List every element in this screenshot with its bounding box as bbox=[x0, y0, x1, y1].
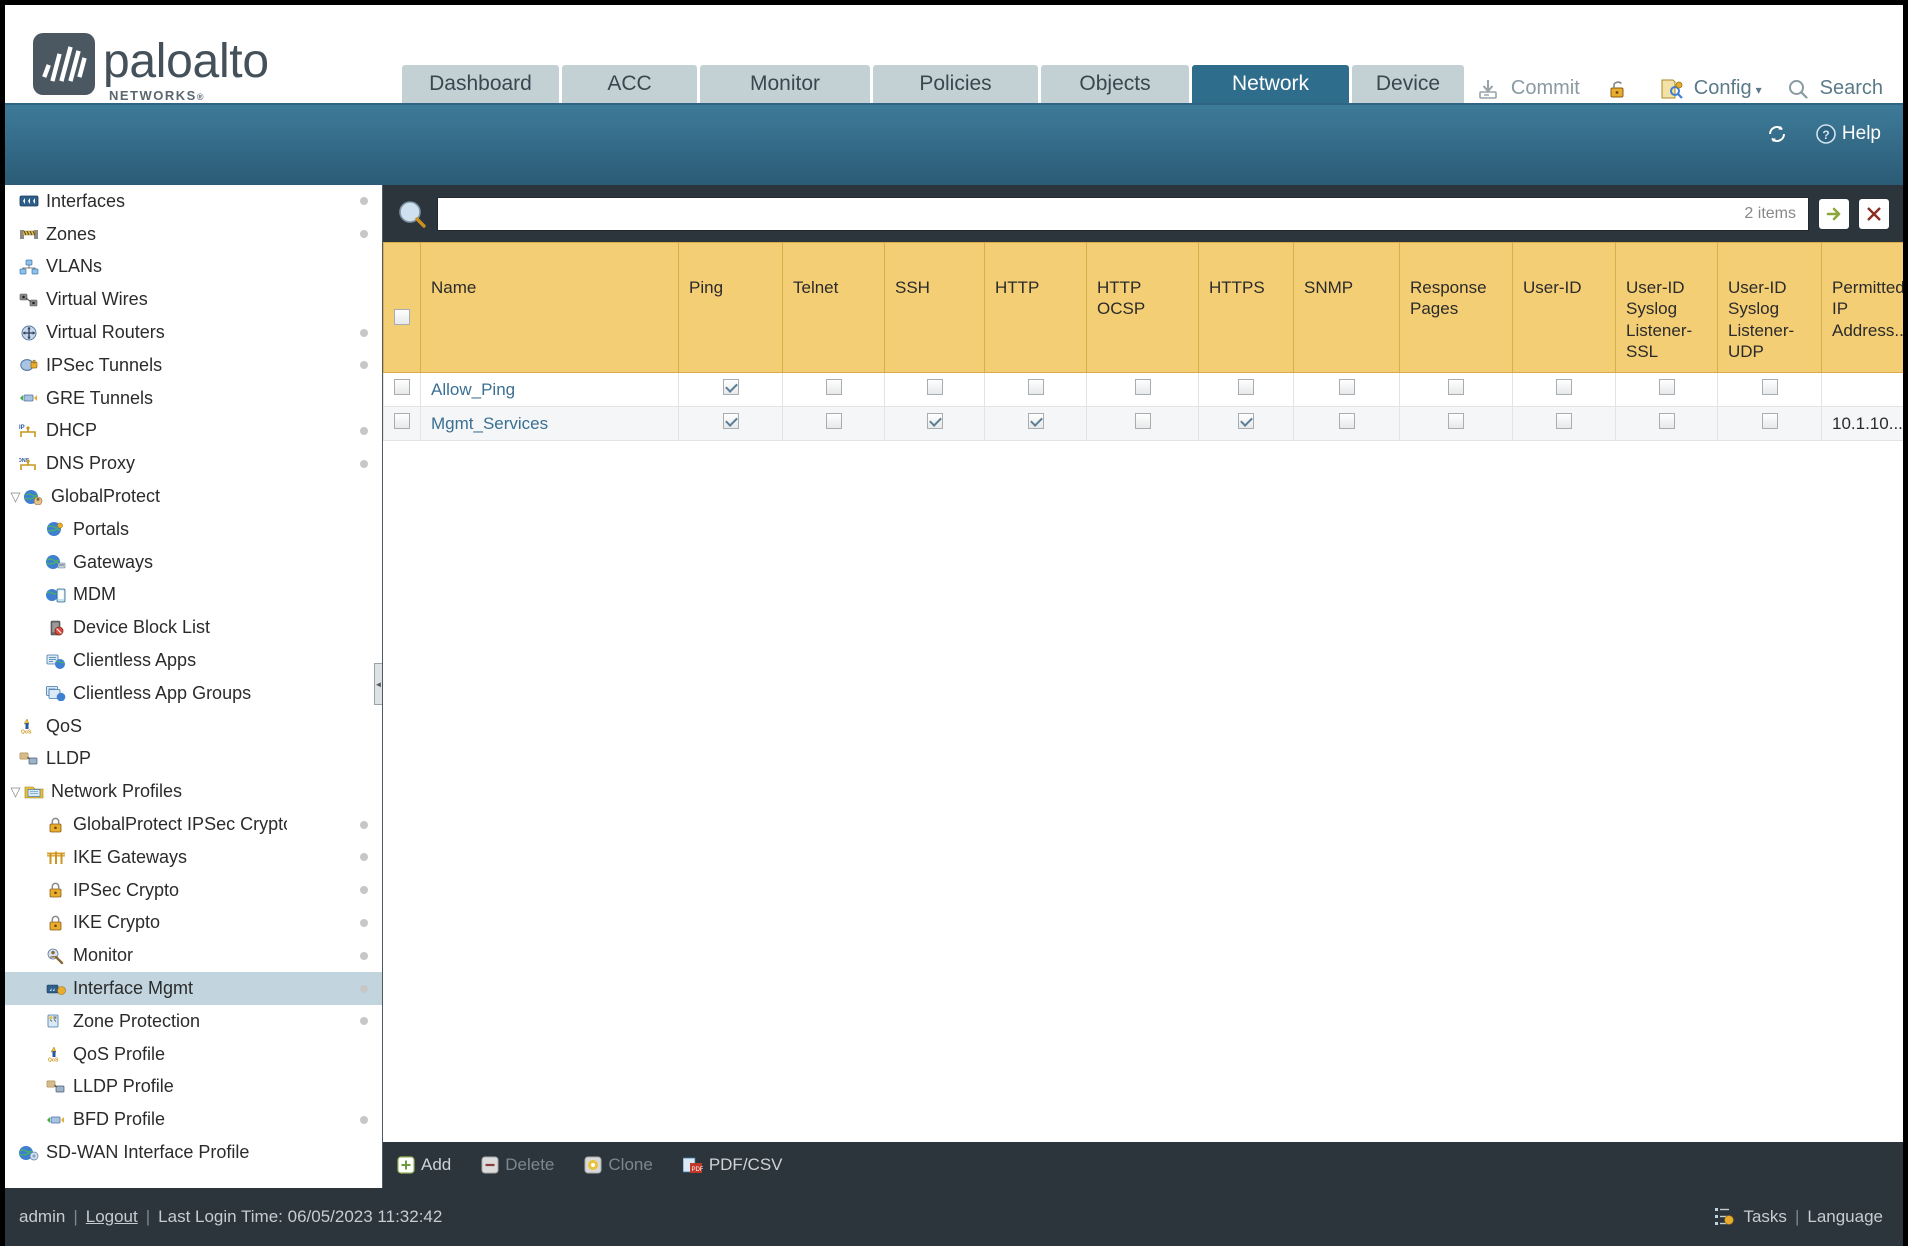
svg-text:PDF: PDF bbox=[691, 1167, 703, 1173]
svg-text:QoS: QoS bbox=[21, 730, 32, 735]
svg-text:IP: IP bbox=[19, 425, 25, 431]
svg-text:?: ? bbox=[1822, 128, 1829, 142]
svg-text:QoS: QoS bbox=[48, 1058, 59, 1063]
